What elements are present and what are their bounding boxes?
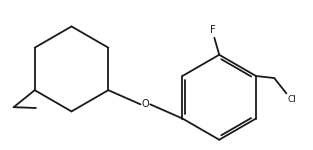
Text: F: F [209, 25, 215, 34]
Text: Cl: Cl [288, 95, 297, 104]
Text: O: O [141, 99, 149, 109]
